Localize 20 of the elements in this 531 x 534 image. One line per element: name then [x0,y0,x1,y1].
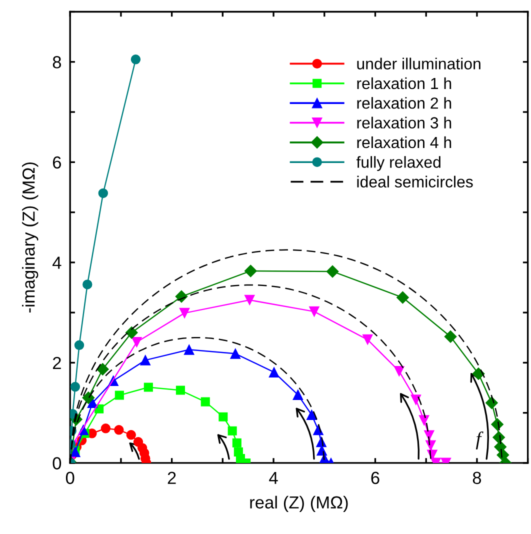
y-tick-label: 0 [52,457,62,470]
x-tick-label: 8 [472,472,482,484]
y-axis-title: -imaginary (Z) (MΩ) [22,162,38,313]
legend-label: relaxation 2 h [357,97,452,109]
y-tick-label: 4 [52,256,62,269]
legend-label: ideal semicircles [357,176,473,188]
x-tick-label: 4 [269,472,278,484]
y-tick-label: 6 [52,156,61,169]
y-tick-label: 2 [52,356,61,369]
x-axis-title: real (Z) (MΩ) [250,496,348,512]
y-tick-label: 8 [52,56,62,68]
legend-label: relaxation 4 h [357,136,452,148]
legend-label: fully relaxed [356,156,440,171]
x-tick-label: 0 [66,472,74,484]
x-tick-label: 6 [371,472,380,484]
legend-label: under illumination [357,58,480,70]
legend-label: relaxation 3 h [357,116,452,128]
legend-label: relaxation 1 h [357,77,452,90]
x-tick-label: 2 [168,472,176,484]
annotation: f [476,431,484,450]
